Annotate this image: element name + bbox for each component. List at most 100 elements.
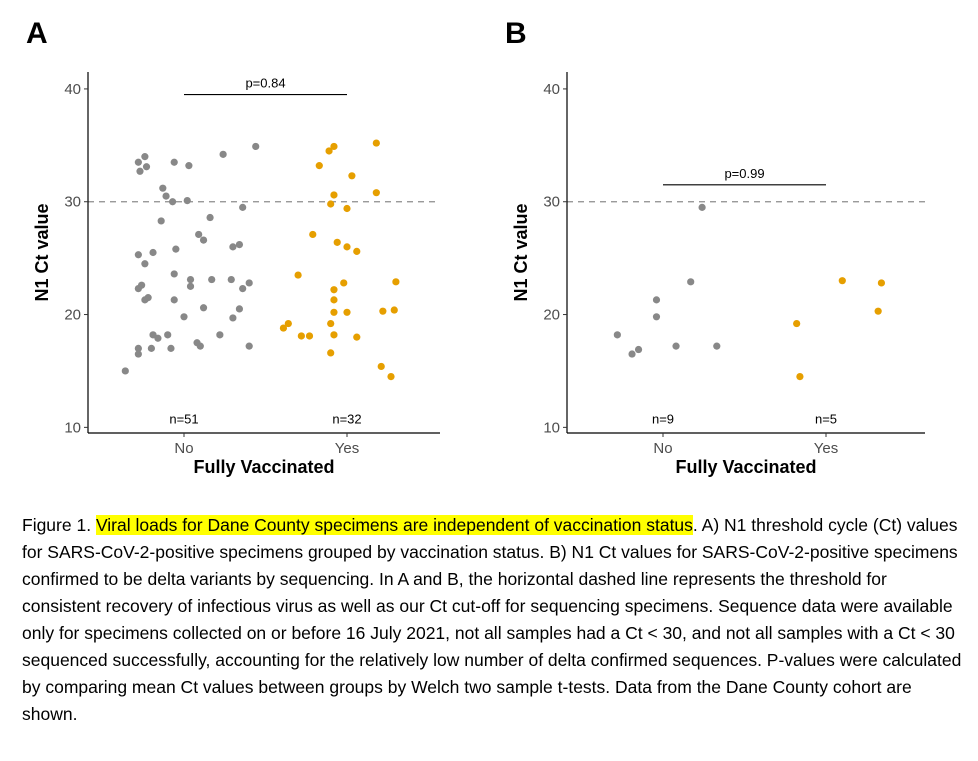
data-point [613, 331, 621, 339]
panel-letter: A [26, 17, 48, 50]
data-point [134, 350, 142, 358]
data-point [309, 230, 317, 239]
data-point [652, 296, 661, 304]
y-axis-title: N1 Ct value [32, 203, 52, 301]
data-point [141, 153, 149, 161]
data-point [239, 203, 247, 211]
data-point [154, 334, 162, 342]
p-value-label: p=0.99 [724, 166, 764, 181]
data-point [390, 306, 398, 314]
data-point [687, 278, 695, 286]
data-point [229, 243, 237, 251]
data-point [195, 230, 203, 239]
data-point [379, 307, 387, 315]
caption-prefix: Figure 1. [22, 515, 96, 535]
figure-caption: Figure 1. Viral loads for Dane County sp… [22, 512, 962, 728]
data-point [353, 247, 361, 255]
x-axis-title: Fully Vaccinated [193, 457, 334, 477]
data-point [634, 345, 643, 354]
data-point [186, 282, 195, 290]
data-point [877, 279, 886, 287]
y-tick-label: 20 [543, 307, 560, 324]
data-point [167, 344, 175, 352]
data-point [149, 248, 157, 257]
data-point [698, 203, 706, 211]
data-point [353, 333, 361, 341]
data-point [147, 344, 155, 352]
data-point [162, 192, 170, 200]
panel-letter: B [505, 17, 527, 50]
data-point [628, 350, 636, 358]
data-point [333, 238, 341, 246]
data-point [343, 243, 351, 251]
data-point [185, 162, 193, 170]
x-tick-label: Yes [814, 440, 838, 457]
data-point [180, 313, 188, 321]
data-point [144, 294, 152, 302]
data-point [294, 271, 302, 279]
data-point [343, 204, 351, 213]
data-point [315, 162, 323, 170]
data-point [372, 139, 380, 147]
data-point [713, 342, 721, 350]
x-tick-label: No [653, 440, 672, 457]
data-point [141, 260, 149, 268]
data-point [157, 217, 165, 225]
y-tick-label: 20 [64, 307, 81, 324]
x-tick-label: No [174, 440, 193, 457]
data-point [652, 313, 661, 321]
sample-count-label: n=51 [169, 411, 198, 426]
data-point [348, 172, 356, 180]
data-point [168, 198, 177, 206]
data-point [327, 200, 335, 208]
data-point [377, 362, 385, 371]
data-point [297, 332, 305, 340]
y-tick-label: 30 [64, 194, 81, 211]
data-point [208, 275, 216, 284]
data-point [330, 286, 338, 294]
data-point [387, 372, 395, 381]
data-point [330, 191, 338, 199]
caption-highlight: Viral loads for Dane County specimens ar… [95, 515, 693, 535]
data-point [874, 307, 882, 315]
x-axis-title: Fully Vaccinated [675, 457, 816, 477]
data-point [793, 319, 801, 328]
data-point [193, 339, 201, 347]
data-point [219, 150, 227, 158]
data-point [327, 319, 335, 328]
data-point [245, 342, 253, 350]
data-point [136, 167, 144, 175]
data-point [305, 332, 314, 340]
data-point [229, 314, 237, 322]
data-point [252, 142, 260, 151]
sample-count-label: n=5 [815, 411, 837, 426]
data-point [170, 270, 178, 278]
data-point [159, 184, 167, 192]
data-point [138, 281, 146, 289]
data-point [170, 158, 178, 166]
data-point [330, 142, 338, 151]
data-point [172, 245, 180, 253]
data-point [134, 158, 142, 166]
data-point [134, 251, 142, 259]
y-tick-label: 30 [543, 194, 560, 211]
data-point [199, 304, 208, 312]
data-point [245, 279, 253, 287]
x-tick-label: Yes [335, 440, 359, 457]
y-tick-label: 10 [543, 419, 560, 436]
y-tick-label: 10 [64, 419, 81, 436]
data-point [279, 324, 288, 332]
data-point [392, 278, 400, 286]
y-tick-label: 40 [543, 81, 560, 98]
data-point [340, 279, 348, 287]
data-point [142, 163, 151, 171]
data-point [134, 344, 142, 352]
data-point [199, 236, 208, 244]
data-point [186, 275, 195, 284]
data-point [239, 285, 247, 293]
data-point [838, 277, 846, 285]
data-point [672, 342, 680, 350]
data-point [343, 308, 351, 316]
